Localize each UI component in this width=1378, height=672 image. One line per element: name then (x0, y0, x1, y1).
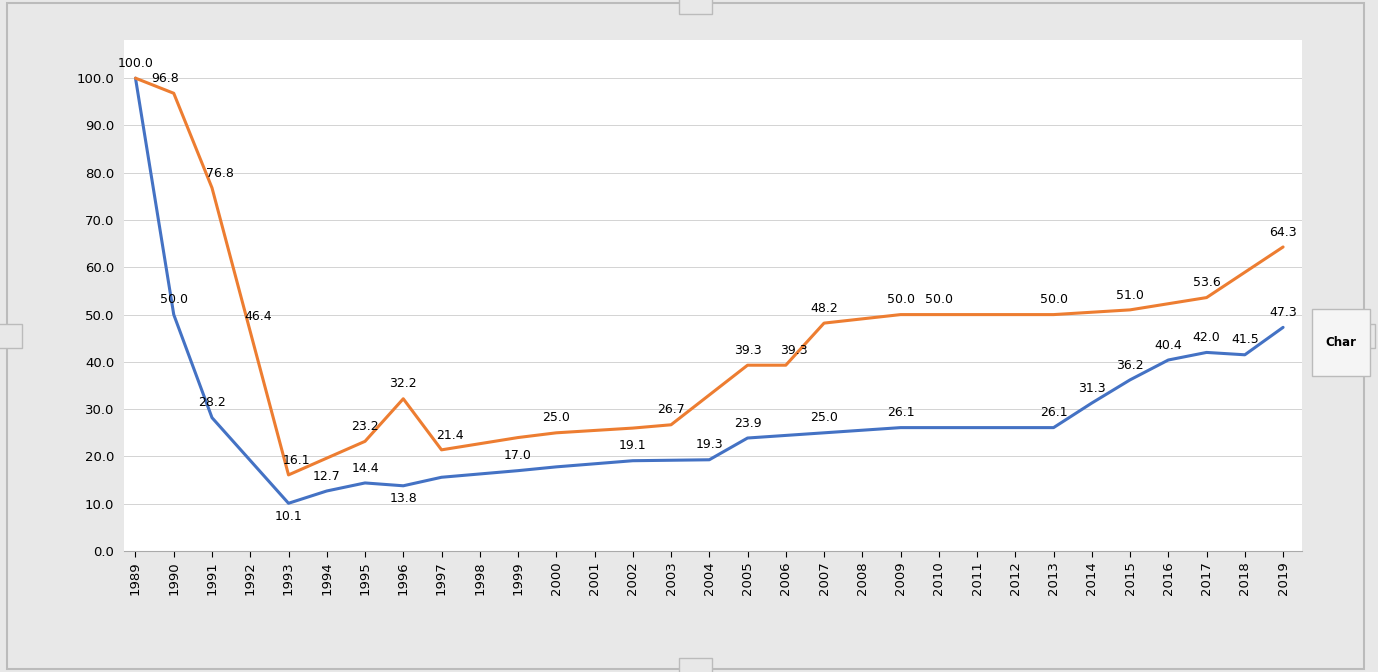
Text: 41.5: 41.5 (1231, 333, 1258, 347)
Text: 53.6: 53.6 (1193, 276, 1221, 289)
Text: 26.1: 26.1 (1040, 407, 1068, 419)
Text: 23.2: 23.2 (351, 420, 379, 433)
Text: 48.2: 48.2 (810, 302, 838, 314)
Text: 14.4: 14.4 (351, 462, 379, 474)
Text: 16.1: 16.1 (282, 454, 310, 466)
Text: Char: Char (1326, 336, 1356, 349)
Text: 46.4: 46.4 (245, 310, 273, 323)
Text: 19.1: 19.1 (619, 439, 646, 452)
Text: 25.0: 25.0 (810, 411, 838, 425)
Text: 32.2: 32.2 (390, 378, 418, 390)
Text: 50.0: 50.0 (886, 293, 915, 306)
Text: 39.3: 39.3 (780, 344, 808, 357)
Text: 36.2: 36.2 (1116, 359, 1144, 372)
Text: 47.3: 47.3 (1269, 306, 1297, 319)
Text: 96.8: 96.8 (152, 72, 179, 85)
Text: 64.3: 64.3 (1269, 226, 1297, 239)
Text: 50.0: 50.0 (1039, 293, 1068, 306)
Text: 31.3: 31.3 (1078, 382, 1105, 394)
Text: 17.0: 17.0 (504, 450, 532, 462)
Text: 39.3: 39.3 (733, 344, 762, 357)
Text: 19.3: 19.3 (696, 438, 723, 452)
Text: 21.4: 21.4 (435, 429, 463, 442)
Text: 10.1: 10.1 (274, 510, 302, 523)
Text: 25.0: 25.0 (543, 411, 570, 425)
Text: 26.7: 26.7 (657, 403, 685, 417)
Text: 26.1: 26.1 (886, 407, 915, 419)
Text: 13.8: 13.8 (390, 492, 418, 505)
Text: 100.0: 100.0 (117, 57, 153, 70)
Text: 50.0: 50.0 (925, 293, 952, 306)
Text: 12.7: 12.7 (313, 470, 340, 482)
Text: 76.8: 76.8 (207, 167, 234, 179)
Text: 51.0: 51.0 (1116, 288, 1144, 302)
Text: 40.4: 40.4 (1155, 339, 1182, 351)
Text: 28.2: 28.2 (198, 396, 226, 409)
Text: 50.0: 50.0 (160, 293, 187, 306)
Text: 42.0: 42.0 (1193, 331, 1221, 344)
Text: 23.9: 23.9 (733, 417, 762, 429)
